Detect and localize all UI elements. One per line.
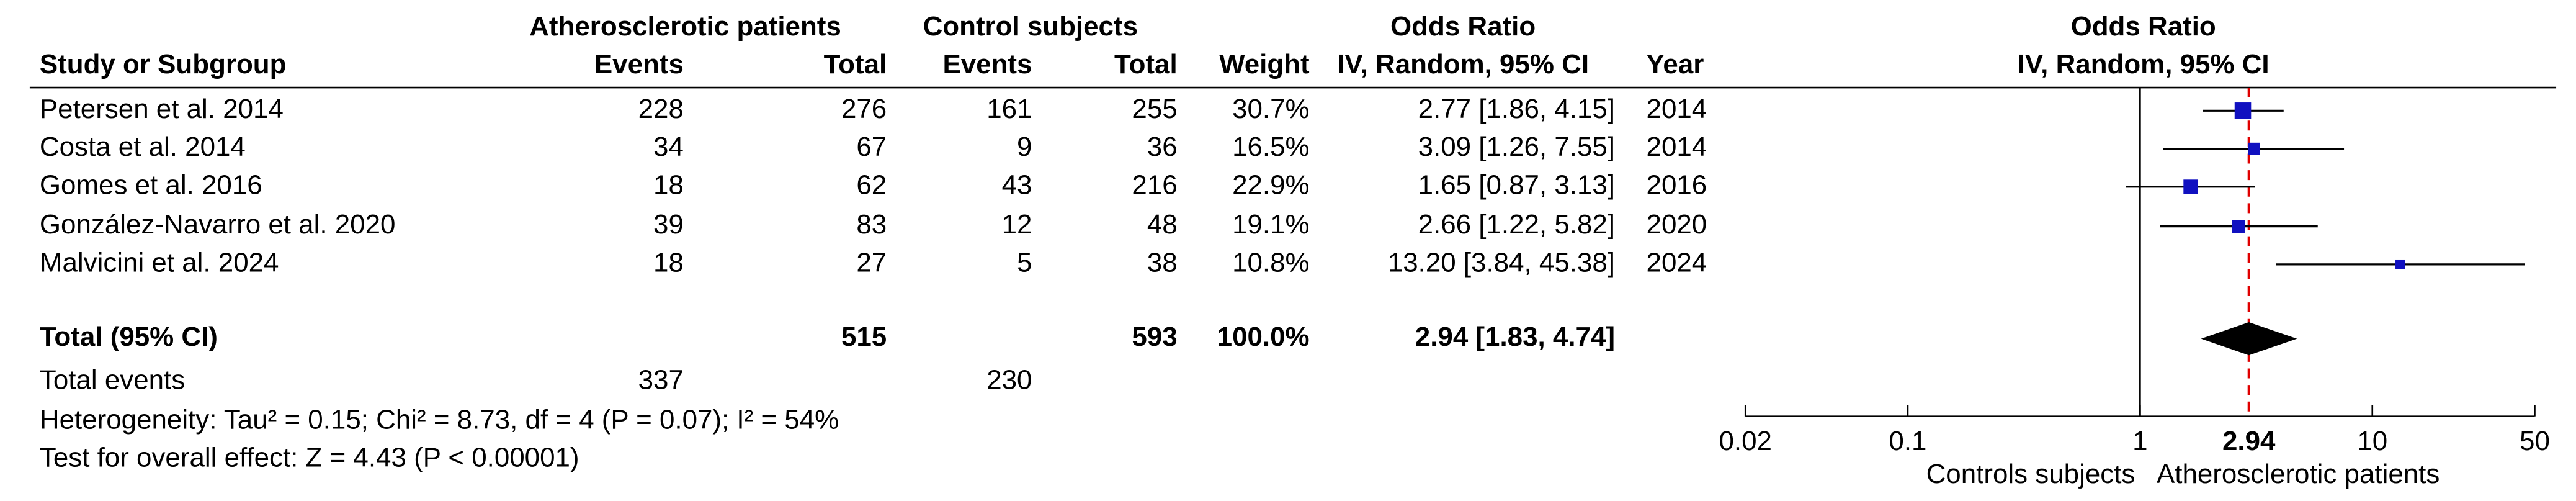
total-cell: Total (95% CI)	[40, 322, 218, 352]
study-marker	[2183, 179, 2198, 194]
table-cell: 10.8%	[1232, 247, 1310, 278]
overall-effect: Test for overall effect: Z = 4.43 (P < 0…	[40, 443, 579, 473]
table-cell: 18	[653, 169, 684, 200]
x-tick-label: 0.02	[1719, 426, 1772, 456]
total-events-cell: 230	[986, 364, 1032, 395]
table-cell: Malvicini et al. 2024	[40, 247, 279, 278]
total-cell: 593	[1132, 322, 1177, 352]
total-events-cell: Total events	[40, 364, 185, 395]
column-header: Year	[1647, 49, 1704, 79]
table-cell: 161	[986, 94, 1032, 124]
table-cell: Petersen et al. 2014	[40, 94, 284, 124]
table-cell: 3.09 [1.26, 7.55]	[1418, 132, 1615, 162]
total-cell: 2.94 [1.83, 4.74]	[1415, 322, 1615, 352]
table-cell: 255	[1132, 94, 1177, 124]
table-cell: 34	[653, 132, 684, 162]
table-cell: 2.66 [1.22, 5.82]	[1418, 209, 1615, 240]
group-header: Atherosclerotic patients	[529, 11, 841, 42]
table-cell: 276	[841, 94, 887, 124]
table-cell: 27	[856, 247, 887, 278]
table-cell: 216	[1132, 169, 1177, 200]
pooled-tick-label: 2.94	[2222, 426, 2276, 456]
table-cell: 16.5%	[1232, 132, 1310, 162]
column-header: Total	[824, 49, 887, 79]
group-header: Control subjects	[923, 11, 1138, 42]
x-tick-label: 10	[2357, 426, 2387, 456]
table-cell: 38	[1147, 247, 1178, 278]
table-cell: Gomes et al. 2016	[40, 169, 262, 200]
total-cell: 100.0%	[1217, 322, 1310, 352]
table-cell: 18	[653, 247, 684, 278]
x-tick-label: 50	[2520, 426, 2550, 456]
table-cell: 83	[856, 209, 887, 240]
table-cell: González-Navarro et al. 2020	[40, 209, 396, 240]
table-cell: 2014	[1647, 94, 1707, 124]
table-cell: 2016	[1647, 169, 1707, 200]
plot-title: Odds Ratio	[2071, 11, 2216, 42]
table-cell: 13.20 [3.84, 45.38]	[1388, 247, 1615, 278]
column-header: Events	[942, 49, 1032, 79]
table-cell: 36	[1147, 132, 1178, 162]
study-marker	[2395, 259, 2405, 269]
column-header: Weight	[1219, 49, 1310, 79]
column-header: IV, Random, 95% CI	[1337, 49, 1589, 79]
table-cell: 67	[856, 132, 887, 162]
table-cell: 39	[653, 209, 684, 240]
table-cell: 2024	[1647, 247, 1707, 278]
table-cell: 62	[856, 169, 887, 200]
table-cell: 22.9%	[1232, 169, 1310, 200]
x-label-right: Atherosclerotic patients	[2157, 459, 2440, 489]
x-tick-label: 1	[2132, 426, 2147, 456]
study-marker	[2232, 220, 2245, 233]
heterogeneity: Heterogeneity: Tau² = 0.15; Chi² = 8.73,…	[40, 404, 839, 435]
group-header: Odds Ratio	[1390, 11, 1536, 42]
table-cell: 9	[1017, 132, 1032, 162]
table-cell: 48	[1147, 209, 1178, 240]
column-header: Study or Subgroup	[40, 49, 287, 79]
table-cell: 12	[1002, 209, 1032, 240]
table-cell: 30.7%	[1232, 94, 1310, 124]
column-header: Events	[594, 49, 684, 79]
pooled-diamond	[2201, 322, 2297, 356]
x-label-left: Controls subjects	[1926, 459, 2135, 489]
table-cell: 1.65 [0.87, 3.13]	[1418, 169, 1615, 200]
x-tick-label: 0.1	[1889, 426, 1926, 456]
total-events-cell: 337	[638, 364, 684, 395]
table-cell: 2.77 [1.86, 4.15]	[1418, 94, 1615, 124]
table-cell: Costa et al. 2014	[40, 132, 246, 162]
table-cell: 5	[1017, 247, 1032, 278]
table-cell: 2014	[1647, 132, 1707, 162]
study-marker	[2248, 142, 2260, 155]
table-cell: 19.1%	[1232, 209, 1310, 240]
plot-subtitle: IV, Random, 95% CI	[2018, 49, 2270, 79]
table-cell: 43	[1002, 169, 1032, 200]
table-cell: 2020	[1647, 209, 1707, 240]
column-header: Total	[1114, 49, 1178, 79]
study-marker	[2234, 102, 2252, 119]
table-cell: 228	[638, 94, 684, 124]
total-cell: 515	[841, 322, 887, 352]
